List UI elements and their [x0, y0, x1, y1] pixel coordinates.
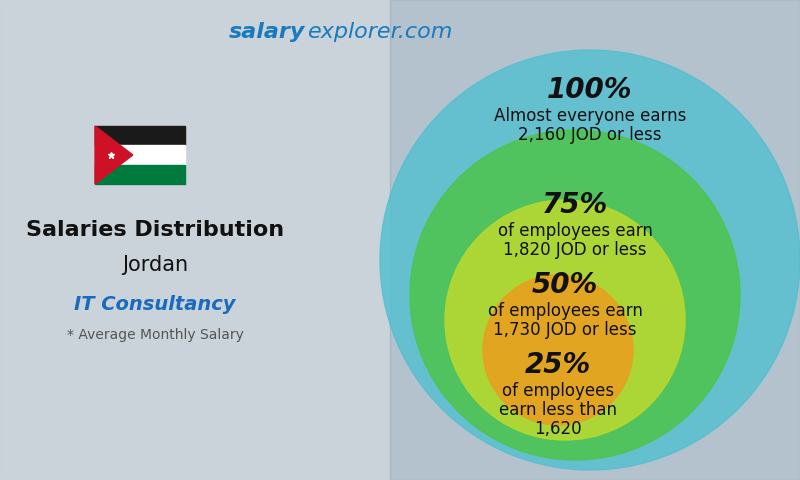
Text: * Average Monthly Salary: * Average Monthly Salary	[66, 328, 243, 342]
Circle shape	[483, 275, 633, 425]
Bar	[95, 165, 185, 184]
Text: Almost everyone earns: Almost everyone earns	[494, 107, 686, 125]
Text: 2,160 JOD or less: 2,160 JOD or less	[518, 126, 662, 144]
Text: salary: salary	[229, 22, 305, 42]
Text: 100%: 100%	[547, 76, 633, 104]
Text: Salaries Distribution: Salaries Distribution	[26, 220, 284, 240]
Bar	[95, 145, 185, 165]
Polygon shape	[95, 126, 133, 184]
Circle shape	[410, 130, 740, 460]
Text: of employees earn: of employees earn	[487, 302, 642, 320]
Text: 1,820 JOD or less: 1,820 JOD or less	[503, 241, 646, 259]
Text: IT Consultancy: IT Consultancy	[74, 296, 236, 314]
Text: 1,730 JOD or less: 1,730 JOD or less	[494, 321, 637, 339]
Text: 25%: 25%	[525, 351, 591, 379]
Circle shape	[445, 200, 685, 440]
Circle shape	[380, 50, 800, 470]
Text: Jordan: Jordan	[122, 255, 188, 275]
Bar	[390, 0, 800, 480]
Text: of employees: of employees	[502, 382, 614, 400]
Text: earn less than: earn less than	[499, 401, 617, 419]
Text: 75%: 75%	[542, 191, 608, 219]
Bar	[95, 126, 185, 145]
Text: 1,620: 1,620	[534, 420, 582, 438]
Text: 50%: 50%	[532, 271, 598, 299]
Text: of employees earn: of employees earn	[498, 222, 653, 240]
Bar	[0, 0, 390, 480]
Text: explorer.com: explorer.com	[308, 22, 454, 42]
